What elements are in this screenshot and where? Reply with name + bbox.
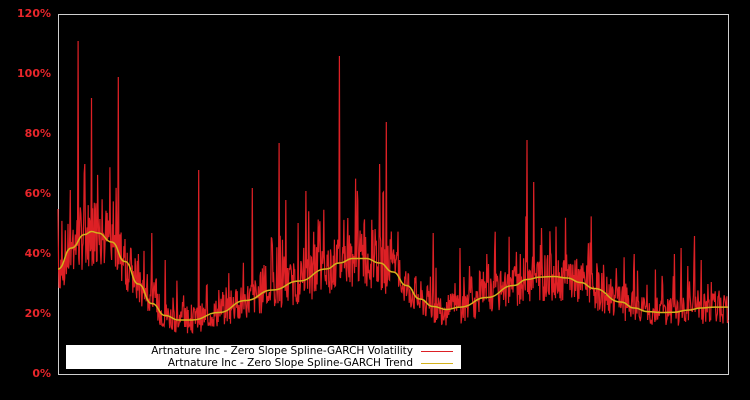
legend-label-trend: Artnature Inc - Zero Slope Spline-GARCH … xyxy=(167,357,413,369)
y-tick-label: 40% xyxy=(24,247,51,260)
y-tick-label: 100% xyxy=(17,67,51,80)
legend-swatch-trend xyxy=(421,362,453,364)
legend: Artnature Inc - Zero Slope Spline-GARCH … xyxy=(66,345,461,369)
y-tick-label: 60% xyxy=(24,187,51,200)
legend-label-volatility: Artnature Inc - Zero Slope Spline-GARCH … xyxy=(151,345,413,357)
y-tick-label: 0% xyxy=(32,367,51,380)
y-tick-label: 120% xyxy=(17,7,51,20)
legend-item-trend: Artnature Inc - Zero Slope Spline-GARCH … xyxy=(168,357,453,369)
y-tick-label: 80% xyxy=(24,127,51,140)
trend-line xyxy=(57,230,728,321)
volatility-line xyxy=(57,40,729,335)
y-tick-label: 20% xyxy=(24,307,51,320)
series-layer xyxy=(57,40,729,335)
legend-item-volatility: Artnature Inc - Zero Slope Spline-GARCH … xyxy=(151,345,453,357)
legend-swatch-volatility xyxy=(421,350,453,352)
